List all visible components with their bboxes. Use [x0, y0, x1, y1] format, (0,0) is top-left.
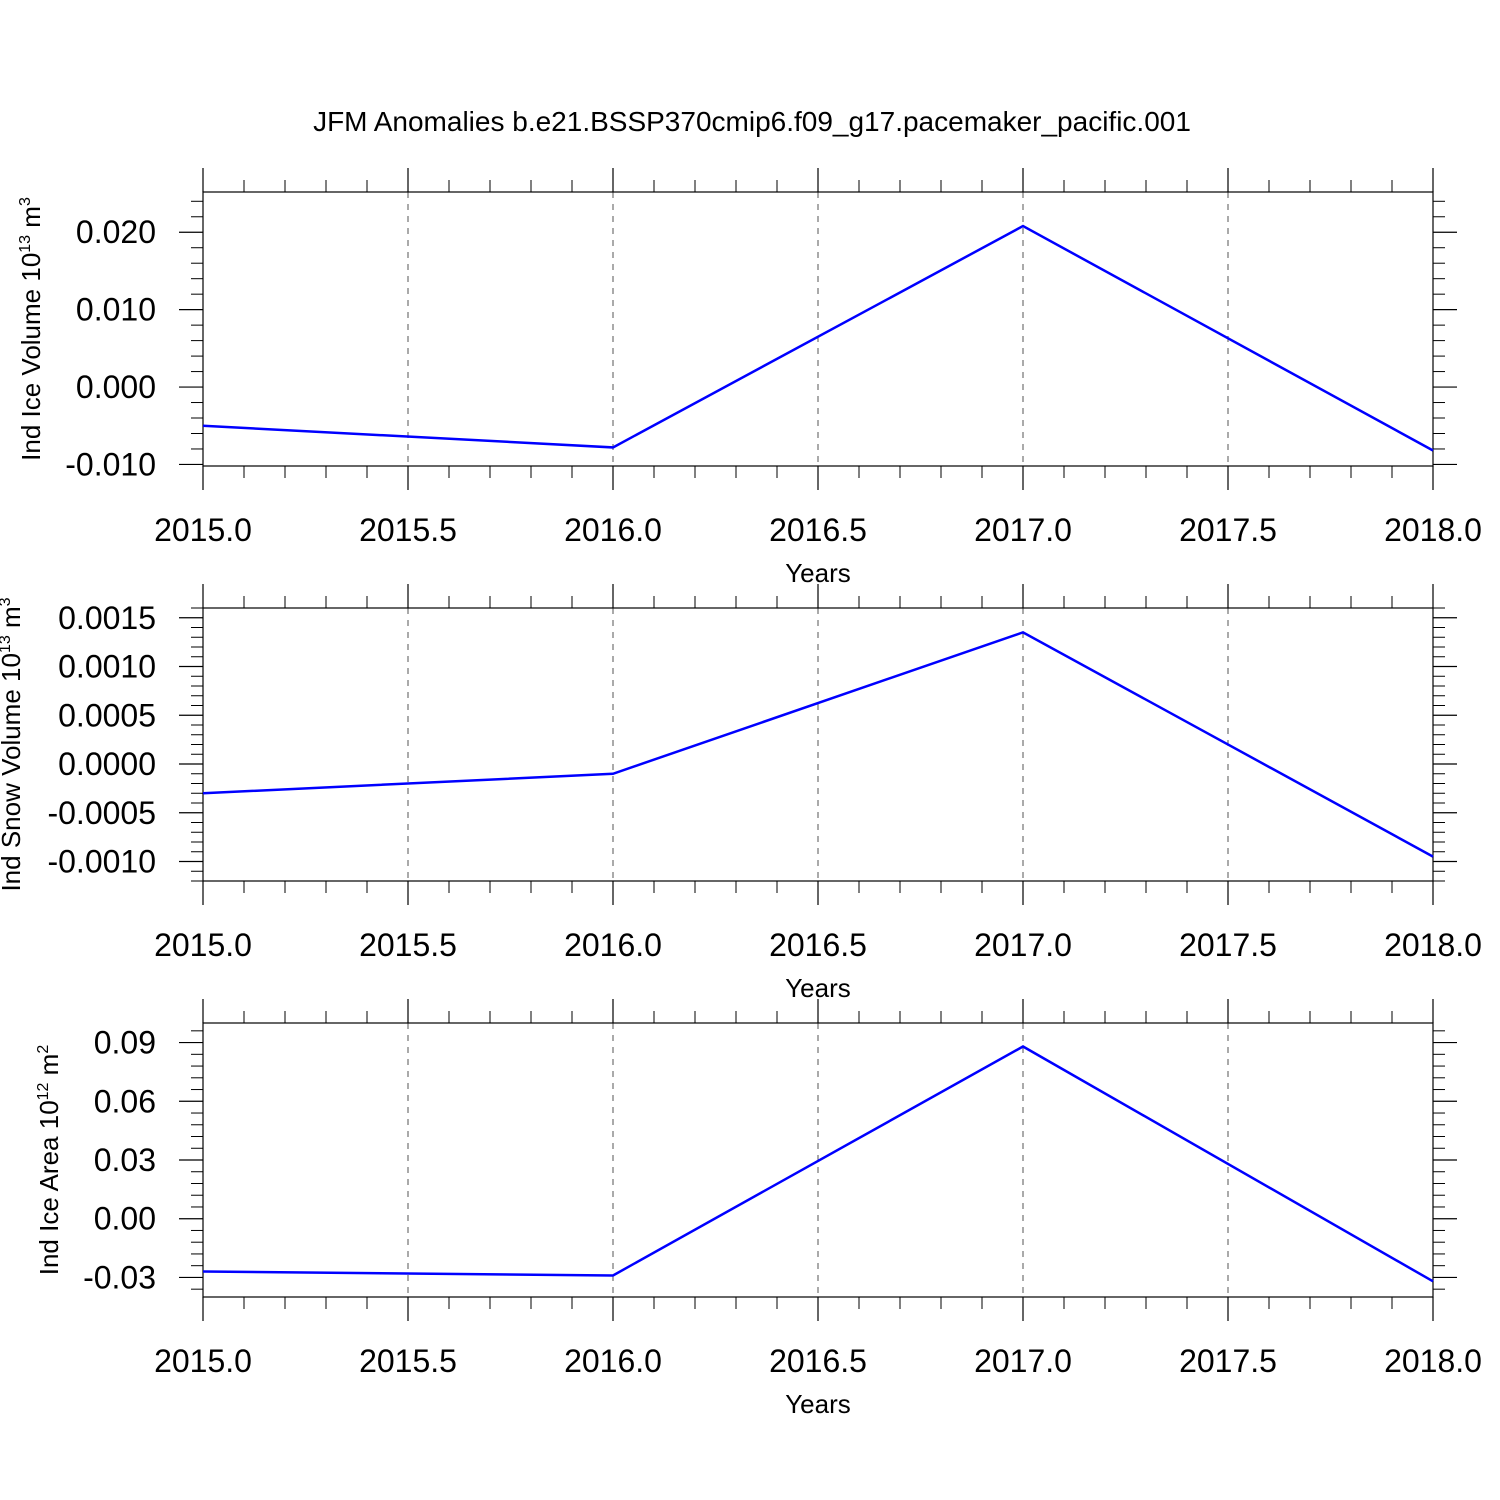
x-tick-label: 2018.0 — [1384, 512, 1482, 548]
x-tick-label: 2015.5 — [359, 1343, 457, 1379]
x-axis-title: Years — [785, 558, 851, 588]
x-tick-label: 2016.5 — [769, 512, 867, 548]
y-tick-label: -0.03 — [83, 1259, 156, 1295]
chart-title: JFM Anomalies b.e21.BSSP370cmip6.f09_g17… — [313, 106, 1191, 137]
y-tick-label: 0.00 — [94, 1201, 156, 1237]
x-tick-label: 2015.5 — [359, 512, 457, 548]
x-tick-label: 2016.0 — [564, 512, 662, 548]
y-tick-label: 0.010 — [76, 292, 156, 328]
y-tick-label: -0.010 — [65, 446, 156, 482]
y-axis-title: Ind Ice Area 1012 m2 — [34, 1045, 64, 1276]
y-tick-label: 0.03 — [94, 1142, 156, 1178]
y-tick-label: 0.0000 — [58, 746, 156, 782]
x-tick-label: 2017.5 — [1179, 512, 1277, 548]
x-axis-title: Years — [785, 973, 851, 1003]
series-line — [202, 631, 1434, 858]
x-tick-label: 2015.0 — [154, 1343, 252, 1379]
y-tick-label: -0.0005 — [47, 795, 156, 831]
x-tick-label: 2017.0 — [974, 512, 1072, 548]
y-tick-label: 0.0010 — [58, 649, 156, 685]
y-tick-label: -0.0010 — [47, 844, 156, 880]
y-tick-label: 0.06 — [94, 1083, 156, 1119]
x-tick-label: 2017.0 — [974, 1343, 1072, 1379]
x-tick-label: 2017.0 — [974, 927, 1072, 963]
x-tick-label: 2015.5 — [359, 927, 457, 963]
panel-3: 2015.0 2015.5 2016.0 2016.5 2017.0 2017.5 2018… — [34, 999, 1482, 1419]
x-tick-label: 2015.0 — [154, 927, 252, 963]
y-tick-label: 0.0015 — [58, 600, 156, 636]
x-tick-label: 2018.0 — [1384, 1343, 1482, 1379]
series-line — [202, 1045, 1434, 1283]
x-tick-label: 2016.5 — [769, 927, 867, 963]
y-axis-title: Ind Ice Volume 1013 m3 — [16, 197, 46, 461]
y-tick-label: 0.09 — [94, 1025, 156, 1061]
y-tick-label: 0.000 — [76, 369, 156, 405]
x-tick-label: 2018.0 — [1384, 927, 1482, 963]
x-tick-label: 2017.5 — [1179, 927, 1277, 963]
y-axis-title: Ind Snow Volume 1013 m3 — [0, 597, 26, 891]
x-tick-label: 2016.5 — [769, 1343, 867, 1379]
panel-2: 2015.0 2015.5 2016.0 2016.5 2017.0 2017.5 2018… — [0, 584, 1482, 1003]
panel-1: 2015.0 2015.5 2016.0 2016.5 2017.0 2017.5 2018… — [16, 168, 1482, 588]
x-tick-label: 2016.0 — [564, 927, 662, 963]
x-axis-title: Years — [785, 1389, 851, 1419]
series-line — [202, 224, 1434, 452]
x-tick-label: 2017.5 — [1179, 1343, 1277, 1379]
y-tick-label: 0.0005 — [58, 697, 156, 733]
x-tick-label: 2016.0 — [564, 1343, 662, 1379]
x-tick-label: 2015.0 — [154, 512, 252, 548]
y-tick-label: 0.020 — [76, 214, 156, 250]
